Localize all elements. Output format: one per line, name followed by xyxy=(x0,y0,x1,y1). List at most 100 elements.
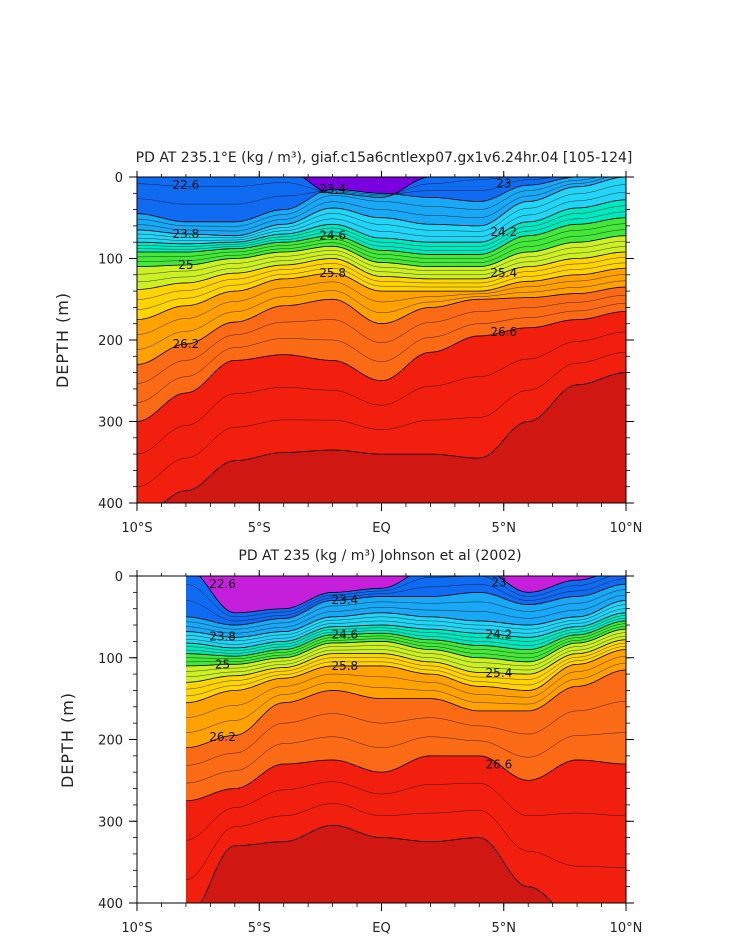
isopycnal-line-25.8 xyxy=(185,649,627,704)
isopycnal-line-23.4 xyxy=(136,176,626,223)
isopycnal-minor-line xyxy=(136,352,627,487)
contour-label: 25.4 xyxy=(490,266,517,280)
x-tick-label: EQ xyxy=(372,921,390,936)
contour-label: 26.6 xyxy=(490,325,517,339)
chart-title-model: PD AT 235.1°E (kg / m³), giaf.c15a6cntle… xyxy=(136,150,633,166)
isopycnal-minor-line xyxy=(136,257,627,300)
chart-panel-johnson: PD AT 235 (kg / m³) Johnson et al (2002)… xyxy=(58,548,642,936)
isopycnal-minor-line xyxy=(136,176,626,232)
y-tick-label: 400 xyxy=(98,897,123,912)
isopycnal-minor-line xyxy=(185,632,627,672)
isopycnal-minor-line xyxy=(185,642,627,690)
density-band-27.0 xyxy=(185,825,626,903)
isopycnal-minor-line xyxy=(136,240,627,275)
isopycnal-line-26.2 xyxy=(136,286,627,365)
isopycnal-minor-line xyxy=(185,575,626,618)
x-tick-label: 10°N xyxy=(610,521,643,536)
contour-label: 24.6 xyxy=(331,628,358,642)
contour-label: 26.6 xyxy=(486,757,513,771)
contour-label: 26.2 xyxy=(173,337,200,351)
isopycnal-line-23.0 xyxy=(185,575,626,614)
contour-label: 24.2 xyxy=(486,628,513,642)
y-tick-label: 400 xyxy=(98,497,123,512)
contour-label: 25.4 xyxy=(486,666,513,680)
y-tick-label: 200 xyxy=(98,734,123,749)
isopycnal-minor-line xyxy=(185,781,627,841)
x-tick-label: 5°N xyxy=(492,921,517,936)
isopycnal-minor-line xyxy=(136,246,627,283)
isopycnal-line-27.0 xyxy=(137,372,627,504)
y-tick-label: 300 xyxy=(98,416,123,431)
y-tick-label: 0 xyxy=(115,570,123,585)
contour-label: 25.8 xyxy=(331,659,358,673)
isopycnal-line-25.8 xyxy=(136,267,627,321)
isopycnal-minor-line xyxy=(185,662,627,733)
x-tick-label: 5°N xyxy=(492,521,517,536)
isopycnal-minor-line xyxy=(185,615,627,651)
isopycnal-minor-line xyxy=(136,274,627,335)
density-band-27.0 xyxy=(137,372,626,503)
isopycnal-line-26.6 xyxy=(136,311,627,422)
no-data-region xyxy=(137,576,186,903)
isopycnal-minor-line xyxy=(185,635,627,678)
y-tick-label: 200 xyxy=(98,334,123,349)
isopycnal-minor-line xyxy=(185,594,627,634)
x-tick-label: EQ xyxy=(372,521,390,536)
contour-label: 24.6 xyxy=(319,229,346,243)
isopycnal-line-24.6 xyxy=(185,620,627,657)
isopycnal-line-25.0 xyxy=(185,628,627,667)
x-tick-label: 10°S xyxy=(121,921,152,936)
y-tick-label: 0 xyxy=(115,171,123,186)
contour-fill-layer xyxy=(185,576,626,903)
isopycnal-line-23.4 xyxy=(185,583,627,626)
x-tick-label: 5°S xyxy=(248,921,271,936)
isopycnal-line-25.4 xyxy=(136,251,627,290)
isopycnal-line-26.2 xyxy=(185,669,627,749)
isopycnal-minor-line xyxy=(136,229,627,263)
x-tick-label: 10°S xyxy=(121,521,152,536)
isopycnal-minor-line xyxy=(136,176,626,205)
isopycnal-minor-line xyxy=(136,223,627,259)
y-tick-label: 100 xyxy=(98,652,123,667)
isopycnal-line-23.8 xyxy=(136,176,627,237)
y-axis-label-model: DEPTH (m) xyxy=(53,292,72,388)
contour-label: 26.2 xyxy=(209,730,236,744)
contour-label: 23 xyxy=(496,177,511,191)
isopycnal-minor-line xyxy=(185,701,627,766)
isopycnal-minor-line xyxy=(136,262,627,310)
isopycnal-minor-line xyxy=(136,211,627,251)
contour-label: 22.6 xyxy=(173,178,200,192)
isopycnal-minor-line xyxy=(185,626,627,663)
contour-label: 23.4 xyxy=(319,182,346,196)
isopycnal-minor-line xyxy=(185,578,627,622)
contour-label: 24.2 xyxy=(490,225,517,239)
isopycnal-minor-line xyxy=(185,646,627,697)
contour-label: 23.8 xyxy=(173,227,200,241)
isopycnal-minor-line xyxy=(136,176,626,227)
isopycnal-minor-line xyxy=(185,604,627,642)
chart-title-johnson: PD AT 235 (kg / m³) Johnson et al (2002) xyxy=(238,548,521,564)
isopycnal-minor-line xyxy=(136,184,627,239)
isopycnal-minor-line xyxy=(185,732,627,784)
y-axis-label-johnson: DEPTH (m) xyxy=(58,692,77,788)
isopycnal-minor-line xyxy=(185,618,627,654)
isopycnal-minor-line xyxy=(185,608,627,645)
contour-label: 25 xyxy=(215,658,230,672)
isopycnal-minor-line xyxy=(136,205,627,247)
contour-label: 25 xyxy=(178,258,193,272)
isopycnal-line-23.8 xyxy=(185,600,627,638)
isopycnal-minor-line xyxy=(185,623,627,660)
contour-label: 23.4 xyxy=(331,593,358,607)
isopycnal-minor-line xyxy=(136,280,627,350)
isopycnal-line-24.2 xyxy=(185,612,627,649)
isopycnal-minor-line xyxy=(185,656,627,718)
isopycnal-minor-line xyxy=(136,331,627,455)
contour-label: 25.8 xyxy=(319,266,346,280)
isopycnal-line-25.0 xyxy=(136,235,627,268)
isopycnal-minor-line xyxy=(136,294,627,384)
x-tick-label: 10°N xyxy=(610,921,643,936)
contour-fill-layer xyxy=(137,177,626,503)
contour-label: 23.8 xyxy=(209,629,236,643)
isopycnal-line-24.2 xyxy=(136,199,627,245)
